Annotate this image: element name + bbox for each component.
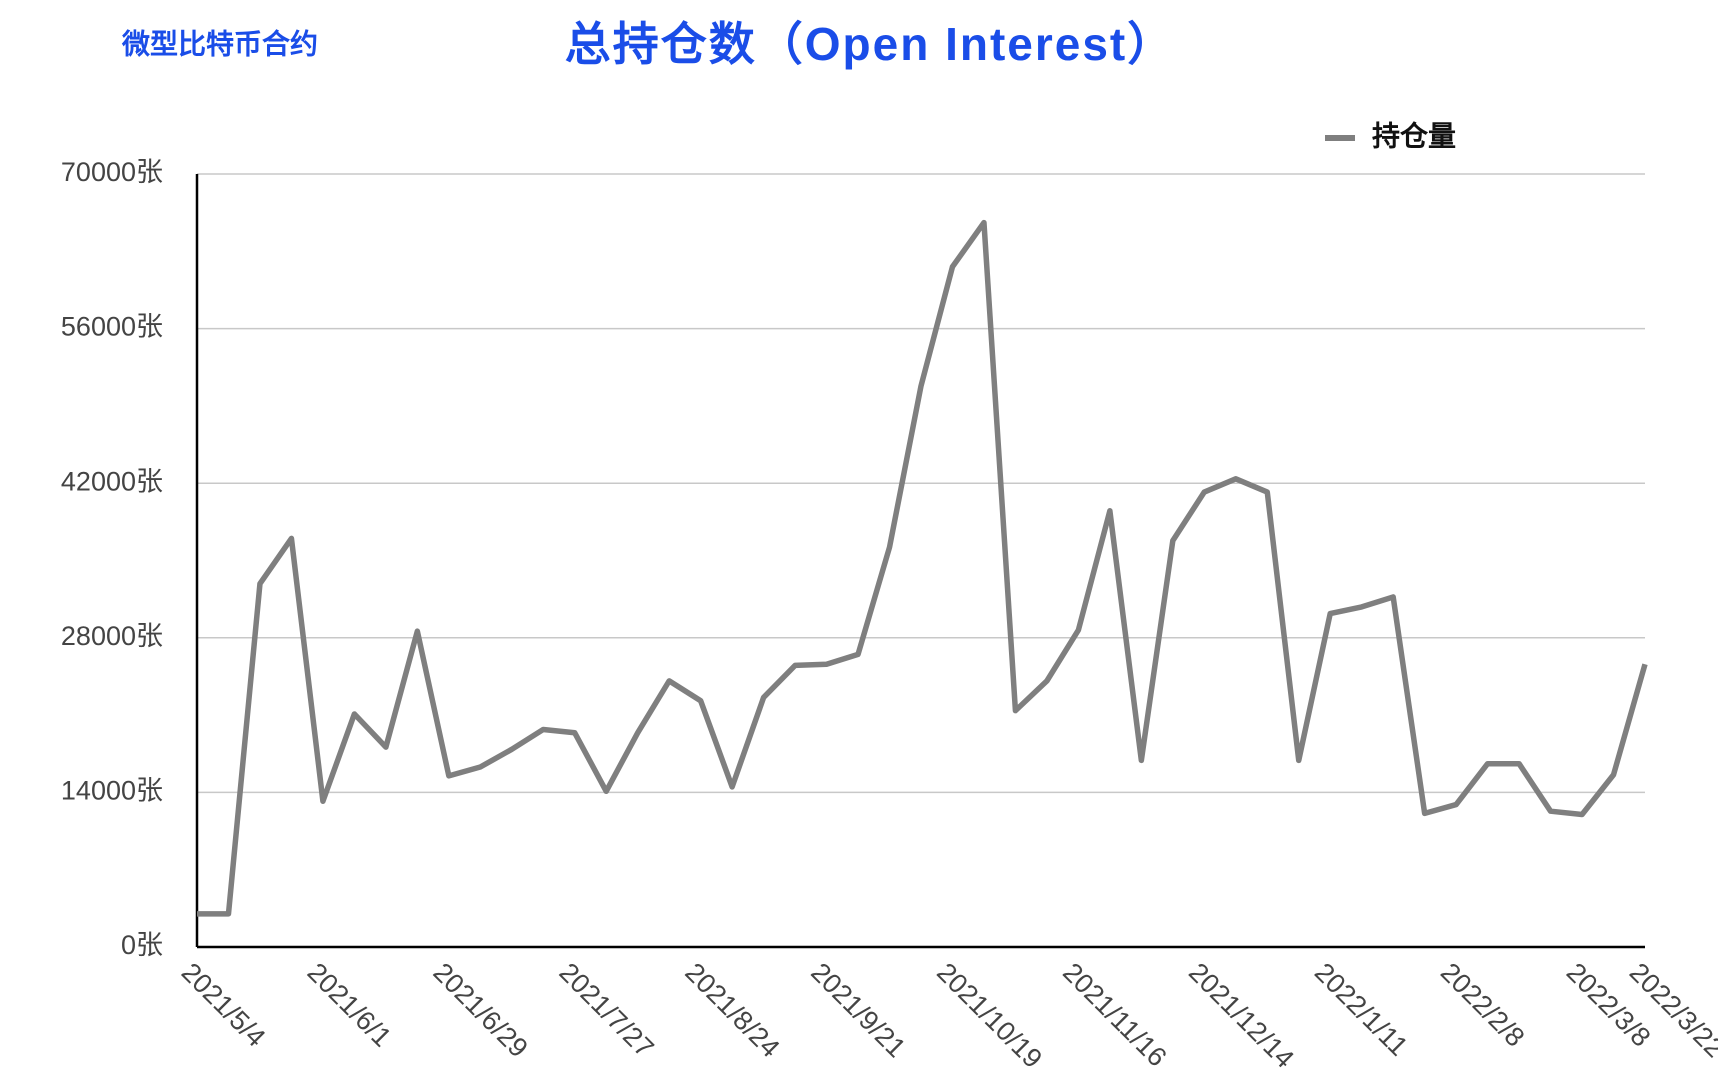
x-tick-label: 2021/8/24 bbox=[679, 957, 785, 1063]
legend-label: 持仓量 bbox=[1372, 120, 1456, 151]
x-tick-label: 2021/6/29 bbox=[428, 957, 534, 1063]
x-tick-label: 2021/10/19 bbox=[931, 957, 1048, 1074]
y-tick-label: 56000张 bbox=[61, 312, 163, 342]
x-tick-label: 2021/5/4 bbox=[176, 957, 272, 1053]
y-tick-label: 42000张 bbox=[61, 466, 163, 496]
x-tick-label: 2022/1/11 bbox=[1309, 957, 1414, 1062]
x-tick-label: 2021/9/21 bbox=[805, 957, 911, 1063]
y-tick-label: 14000张 bbox=[61, 776, 163, 806]
x-tick-label: 2021/11/16 bbox=[1057, 957, 1172, 1072]
chart-subtitle: 微型比特币合约 bbox=[121, 27, 318, 59]
y-tick-label: 28000张 bbox=[61, 621, 163, 651]
data-line bbox=[197, 219, 1648, 917]
y-tick-label: 0张 bbox=[121, 930, 163, 960]
x-tick-label: 2022/2/8 bbox=[1435, 957, 1531, 1053]
chart-title: 总持仓数（Open Interest） bbox=[565, 18, 1176, 70]
x-tick-label: 2021/7/27 bbox=[553, 957, 659, 1063]
x-tick-label: 2021/6/1 bbox=[302, 957, 398, 1053]
y-tick-label: 70000张 bbox=[61, 157, 163, 187]
x-tick-label: 2021/12/14 bbox=[1183, 957, 1300, 1074]
